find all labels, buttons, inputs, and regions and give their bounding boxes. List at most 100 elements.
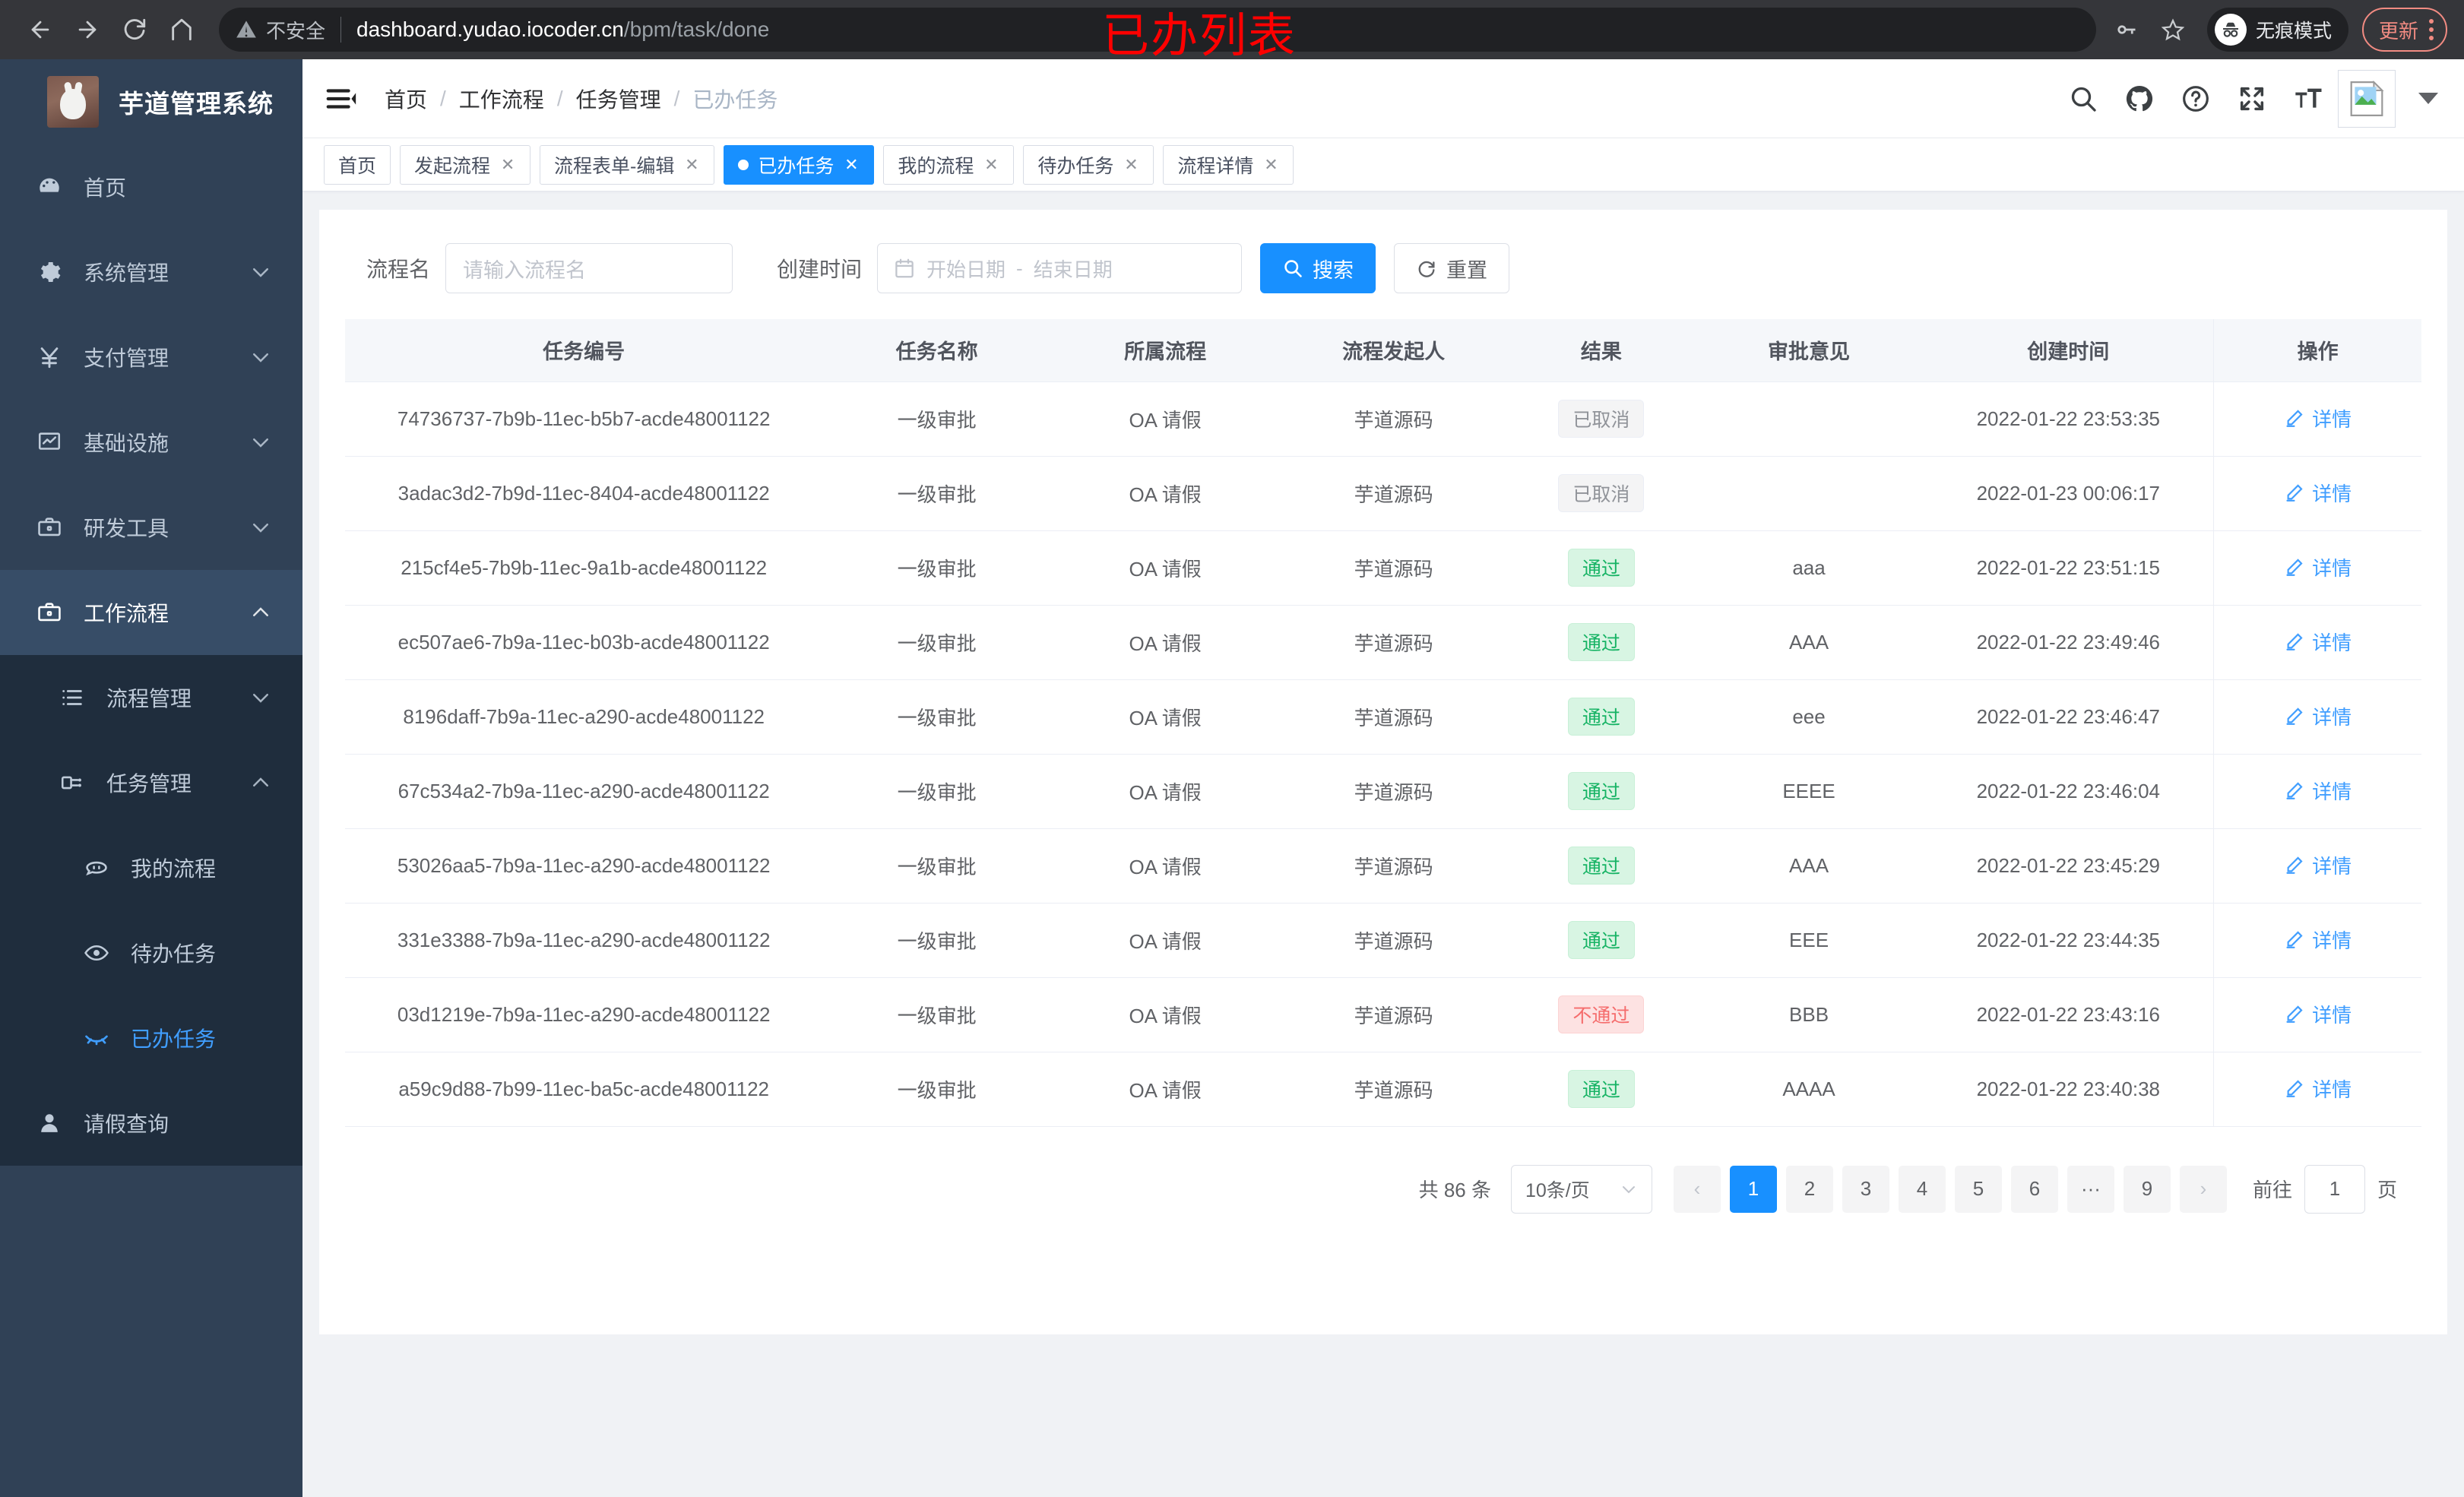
page-button-6[interactable]: 6 <box>2010 1165 2058 1213</box>
cell-operation: 详情 <box>2213 903 2421 978</box>
close-icon[interactable]: ✕ <box>685 154 699 174</box>
page-button-5[interactable]: 5 <box>1954 1165 2002 1213</box>
detail-button[interactable]: 详情 <box>2284 553 2352 581</box>
search-button[interactable]: 搜索 <box>1260 243 1376 293</box>
table-header: 任务编号 任务名称 所属流程 流程发起人 结果 审批意见 创建时间 操作 <box>345 319 2421 382</box>
workflow-submenu: 流程管理 任务管理 我的流程 <box>0 655 302 1166</box>
fullscreen-icon[interactable] <box>2236 83 2268 115</box>
incognito-indicator[interactable]: 无痕模式 <box>2206 8 2348 52</box>
close-icon[interactable]: ✕ <box>1124 154 1139 174</box>
pagination: 共 86 条 10条/页 ‹ 1 2 3 4 5 6 ··· 9 › 前往 1 页 <box>345 1127 2421 1214</box>
prev-page-button[interactable]: ‹ <box>1673 1165 1721 1213</box>
sidebar-item-home[interactable]: 首页 <box>0 144 302 229</box>
page-ellipsis[interactable]: ··· <box>2067 1165 2114 1213</box>
tab-process-form-edit[interactable]: 流程表单-编辑 ✕ <box>540 144 715 185</box>
url-text: dashboard.yudao.iocoder.cn/bpm/task/done <box>356 17 769 42</box>
avatar[interactable] <box>2338 69 2396 128</box>
status-badge: 已取消 <box>1558 400 1645 438</box>
broken-image-icon <box>2350 80 2384 116</box>
font-size-icon[interactable] <box>2292 83 2324 115</box>
chevron-down-icon[interactable] <box>2418 93 2438 104</box>
tab-home[interactable]: 首页 <box>324 144 391 185</box>
update-button[interactable]: 更新 <box>2361 8 2447 52</box>
breadcrumb-item-home[interactable]: 首页 <box>385 87 428 112</box>
back-button[interactable] <box>17 6 64 53</box>
reset-button[interactable]: 重置 <box>1394 243 1510 293</box>
bookmark-star-icon[interactable] <box>2151 8 2195 52</box>
sidebar-item-my-process[interactable]: 我的流程 <box>0 825 302 910</box>
breadcrumb-item-task-management[interactable]: 任务管理 <box>575 87 661 112</box>
chrome-menu-icon[interactable] <box>2429 19 2434 40</box>
detail-button[interactable]: 详情 <box>2284 628 2352 656</box>
page-size-select[interactable]: 10条/页 <box>1510 1164 1652 1214</box>
cell-opinion: AAA <box>1694 828 1924 904</box>
filter-bar: 流程名 请输入流程名 创建时间 开始日期 - 结束日期 搜索 <box>345 233 2421 319</box>
page-button-9[interactable]: 9 <box>2123 1165 2171 1213</box>
detail-button[interactable]: 详情 <box>2284 777 2352 805</box>
address-bar[interactable]: 不安全 dashboard.yudao.iocoder.cn/bpm/task/… <box>219 8 2096 52</box>
status-badge: 通过 <box>1567 921 1635 959</box>
close-icon[interactable]: ✕ <box>500 154 515 174</box>
cell-opinion: AAAA <box>1694 1052 1924 1127</box>
sidebar-item-payment-management[interactable]: 支付管理 <box>0 315 302 400</box>
brand[interactable]: 芋道管理系统 <box>0 59 302 144</box>
password-key-icon[interactable] <box>2104 8 2148 52</box>
sidebar-item-workflow[interactable]: 工作流程 <box>0 570 302 655</box>
sidebar-item-done-task[interactable]: 已办任务 <box>0 995 302 1081</box>
cell-result: 通过 <box>1507 1052 1695 1127</box>
detail-button[interactable]: 详情 <box>2284 851 2352 879</box>
table-body: 74736737-7b9b-11ec-b5b7-acde48001122 一级审批… <box>345 381 2421 1127</box>
detail-button[interactable]: 详情 <box>2284 404 2352 432</box>
end-date-placeholder: 结束日期 <box>1033 258 1113 281</box>
sidebar-item-leave-query[interactable]: 请假查询 <box>0 1081 302 1166</box>
sidebar-item-task-management[interactable]: 任务管理 <box>0 740 302 825</box>
tab-todo-task[interactable]: 待办任务 ✕ <box>1023 144 1154 185</box>
home-button[interactable] <box>158 6 205 53</box>
create-time-daterange[interactable]: 开始日期 - 结束日期 <box>877 243 1243 293</box>
close-icon[interactable]: ✕ <box>984 154 999 174</box>
detail-button[interactable]: 详情 <box>2284 1000 2352 1028</box>
cell-operation: 详情 <box>2213 754 2421 829</box>
status-badge: 通过 <box>1567 1070 1635 1108</box>
page-button-4[interactable]: 4 <box>1898 1165 1946 1213</box>
tab-start-process[interactable]: 发起流程 ✕ <box>400 144 531 185</box>
jump-page-input[interactable]: 1 <box>2304 1164 2365 1214</box>
reload-button[interactable] <box>111 6 158 53</box>
tab-bar: 首页 发起流程 ✕ 流程表单-编辑 ✕ 已办任务 ✕ 我的流程 ✕ 待办任务 ✕ <box>302 138 2464 191</box>
cell-starter: 芋道源码 <box>1279 1052 1508 1127</box>
page-button-3[interactable]: 3 <box>1842 1165 1889 1213</box>
next-page-button[interactable]: › <box>2179 1165 2227 1213</box>
detail-label: 详情 <box>2312 929 2352 952</box>
close-icon[interactable]: ✕ <box>1264 154 1278 174</box>
page-button-2[interactable]: 2 <box>1785 1165 1833 1213</box>
sidebar-toggle-icon[interactable] <box>324 81 359 116</box>
detail-button[interactable]: 详情 <box>2284 926 2352 954</box>
detail-button[interactable]: 详情 <box>2284 1074 2352 1103</box>
sidebar-item-infrastructure[interactable]: 基础设施 <box>0 400 302 485</box>
sidebar-item-todo-task[interactable]: 待办任务 <box>0 910 302 995</box>
active-dot-icon <box>738 159 749 170</box>
page-button-1[interactable]: 1 <box>1729 1165 1777 1213</box>
brand-logo-icon <box>47 76 99 128</box>
tab-my-process[interactable]: 我的流程 ✕ <box>883 144 1015 185</box>
tab-process-detail[interactable]: 流程详情 ✕ <box>1163 144 1294 185</box>
process-name-input[interactable]: 请输入流程名 <box>445 243 733 293</box>
jump-page-value: 1 <box>2329 1177 2341 1200</box>
sidebar-item-process-management[interactable]: 流程管理 <box>0 655 302 740</box>
status-badge: 通过 <box>1567 772 1635 810</box>
tab-label: 流程表单-编辑 <box>554 155 675 177</box>
detail-button[interactable]: 详情 <box>2284 702 2352 730</box>
tab-done-task[interactable]: 已办任务 ✕ <box>724 144 875 185</box>
help-icon[interactable] <box>2180 83 2212 115</box>
search-icon[interactable] <box>2067 83 2099 115</box>
close-icon[interactable]: ✕ <box>844 154 859 174</box>
breadcrumb-item-workflow[interactable]: 工作流程 <box>458 87 544 112</box>
gear-icon <box>32 259 67 285</box>
edit-icon <box>2286 856 2303 874</box>
forward-button[interactable] <box>64 6 111 53</box>
sidebar-item-system-management[interactable]: 系统管理 <box>0 229 302 315</box>
github-icon[interactable] <box>2124 83 2155 115</box>
sidebar-item-dev-tools[interactable]: 研发工具 <box>0 485 302 570</box>
status-badge: 已取消 <box>1558 474 1645 512</box>
detail-button[interactable]: 详情 <box>2284 479 2352 507</box>
